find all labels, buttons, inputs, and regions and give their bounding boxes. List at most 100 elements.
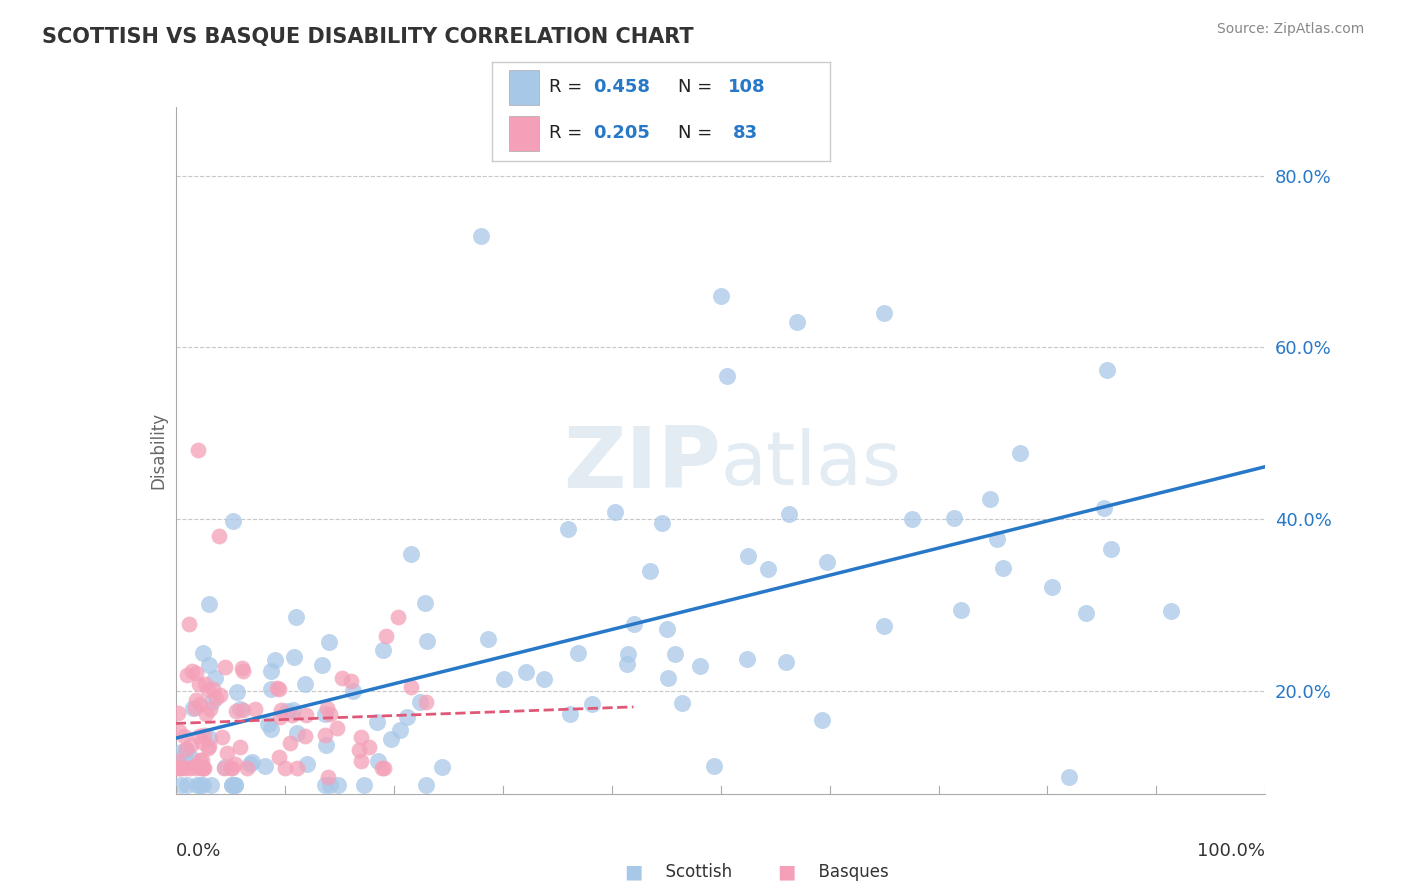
Point [208,529,231,543]
Point [173,750,195,764]
Text: 100.0%: 100.0% [1198,842,1265,860]
Text: 108: 108 [728,78,766,96]
Point [311,657,333,672]
Point [623,616,645,631]
Point [229,702,252,716]
Point [212,761,235,775]
Point [221,778,243,792]
Point [1057,770,1080,784]
Point [194,707,217,722]
Point [703,758,725,772]
Point [778,507,800,521]
Point [567,646,589,660]
Text: Basques: Basques [807,863,889,880]
Point [737,549,759,563]
Point [253,759,276,773]
Y-axis label: Disability: Disability [149,412,167,489]
Point [430,760,453,774]
Point [366,715,388,730]
Point [811,713,834,727]
Point [225,685,247,699]
Point [1099,541,1122,556]
Point [1160,604,1182,618]
Point [353,778,375,792]
Point [184,693,207,707]
Point [270,703,292,717]
Point [235,761,257,775]
Point [315,738,337,752]
Point [557,522,579,536]
Point [193,728,215,742]
Point [399,547,422,561]
Point [221,778,243,792]
Point [267,682,290,697]
Point [193,761,215,775]
Text: ZIP: ZIP [562,423,721,506]
Point [260,665,283,679]
Point [373,761,395,775]
Point [901,512,924,526]
Bar [509,70,540,104]
Point [221,761,243,775]
Point [259,681,281,696]
Point [184,665,207,680]
Point [176,778,198,792]
Point [408,695,430,709]
Point [294,729,316,743]
Point [375,629,398,643]
Point [319,778,342,792]
Point [191,761,214,775]
Point [242,755,264,769]
Point [181,665,204,679]
Point [415,696,437,710]
Point [581,697,603,711]
Point [222,514,245,528]
Point [605,504,627,518]
Point [986,532,1008,546]
Point [415,778,437,792]
Point [266,681,288,695]
Point [188,698,211,712]
Text: atlas: atlas [721,427,901,500]
Point [295,708,318,723]
Text: N =: N = [678,78,717,96]
Point [815,555,838,569]
Point [188,753,211,767]
Point [239,756,262,771]
Point [370,761,392,775]
Text: N =: N = [678,124,717,142]
Point [689,658,711,673]
Point [228,739,250,754]
Point [340,673,363,688]
Point [373,642,395,657]
Point [176,668,198,682]
Point [167,761,190,775]
Point [294,676,316,690]
Point [193,647,215,661]
Point [314,707,336,722]
Point [170,778,193,792]
Point [170,761,193,775]
Point [396,710,419,724]
Point [231,661,253,675]
Point [716,368,738,383]
Point [281,708,304,723]
Point [224,778,246,792]
Point [214,760,236,774]
Point [257,716,280,731]
Point [170,745,193,759]
Point [350,754,373,768]
Point [197,598,219,612]
Point [200,702,222,716]
Point [657,622,679,636]
Point [399,680,422,694]
Point [991,561,1014,575]
Point [664,647,686,661]
Point [174,742,197,756]
Point [173,729,195,743]
Point [188,729,211,743]
Point [388,723,411,737]
Text: ■: ■ [624,863,643,881]
Point [200,778,222,792]
Text: R =: R = [550,124,589,142]
